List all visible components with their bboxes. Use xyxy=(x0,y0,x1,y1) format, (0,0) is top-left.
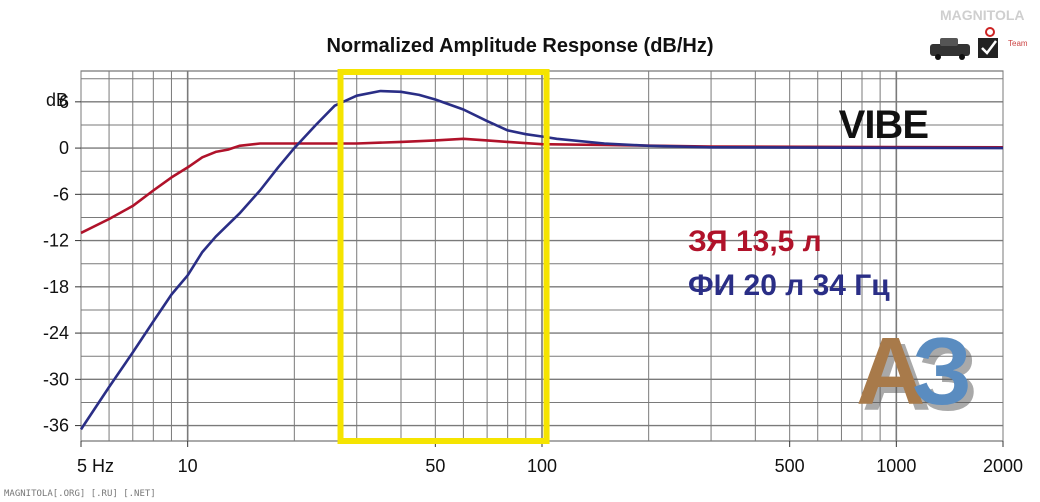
az-badge-letter-a: А xyxy=(856,318,925,425)
checkbox-icon[interactable] xyxy=(978,27,998,58)
footer-text: MAGNITOLA[.ORG] [.RU] [.NET] xyxy=(4,489,156,499)
y-axis-label: dB xyxy=(46,90,68,110)
y-tick-label: 6 xyxy=(59,92,69,112)
series-line-1 xyxy=(80,137,1004,235)
x-tick-label: 10 xyxy=(178,456,198,476)
x-tick-label: 1000 xyxy=(876,456,916,476)
chart-title: Normalized Amplitude Response (dB/Hz) xyxy=(326,35,713,57)
watermark-sub: Team xyxy=(1008,39,1028,48)
x-tick-label: 500 xyxy=(775,456,805,476)
legend-series-1: ЗЯ 13,5 л xyxy=(688,225,822,258)
x-tick-label: 100 xyxy=(527,456,557,476)
svg-text:А: А xyxy=(862,324,931,431)
svg-text:З: З xyxy=(918,324,978,431)
x-axis: 5 Hz 10 50 100 500 1000 2000 xyxy=(77,441,1023,476)
legend-series-2: ФИ 20 л 34 Гц xyxy=(688,269,890,302)
car-icon[interactable] xyxy=(930,38,970,60)
x-tick-label: 50 xyxy=(425,456,445,476)
az-badge-letter-z: З xyxy=(912,318,972,425)
y-tick-label: -36 xyxy=(43,416,69,436)
y-tick-label: -6 xyxy=(53,184,69,204)
watermark-logo: MAGNITOLA xyxy=(940,7,1025,23)
annotation-vibe: VIBE xyxy=(839,103,929,147)
y-tick-label: -24 xyxy=(43,323,69,343)
y-axis: 6 0 -6 -12 -18 -24 -30 -36 xyxy=(43,92,81,436)
highlight-box xyxy=(337,69,550,444)
y-tick-label: -18 xyxy=(43,277,69,297)
y-tick-label: -12 xyxy=(43,231,69,251)
x-tick-label: 5 Hz xyxy=(77,456,114,476)
x-tick-label: 2000 xyxy=(983,456,1023,476)
az-badge: А А З З xyxy=(856,318,978,431)
y-tick-label: -30 xyxy=(43,369,69,389)
y-tick-label: 0 xyxy=(59,138,69,158)
